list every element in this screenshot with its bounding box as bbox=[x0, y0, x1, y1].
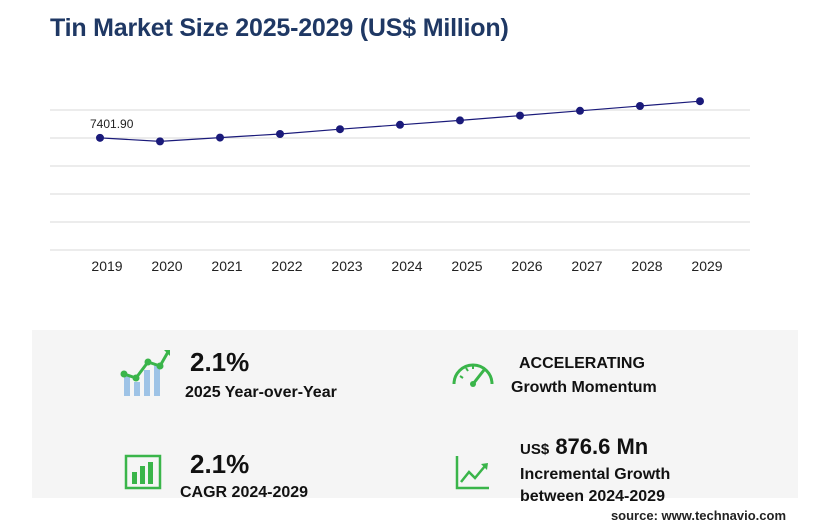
data-point bbox=[336, 125, 344, 134]
x-tick-label: 2019 bbox=[91, 258, 122, 274]
x-tick-label: 2026 bbox=[511, 258, 542, 274]
x-tick-label: 2025 bbox=[451, 258, 482, 274]
incremental-label-line2: between 2024-2029 bbox=[520, 488, 665, 505]
page-title: Tin Market Size 2025-2029 (US$ Million) bbox=[50, 14, 509, 42]
bar-chart-icon bbox=[124, 454, 162, 490]
data-point bbox=[576, 106, 584, 115]
incremental-value-row: US$ 876.6 Mn bbox=[520, 434, 648, 460]
data-point bbox=[96, 133, 104, 142]
x-tick-label: 2027 bbox=[571, 258, 602, 274]
x-tick-label: 2021 bbox=[211, 258, 242, 274]
x-tick-label: 2028 bbox=[631, 258, 662, 274]
incremental-label-line1: Incremental Growth bbox=[520, 466, 671, 483]
market-size-line-chart: 2019 2020 2021 2022 2023 2024 2025 2026 2027 2028… bbox=[50, 97, 750, 274]
incremental-value: 876.6 Mn bbox=[555, 434, 649, 459]
x-tick-label: 2020 bbox=[151, 258, 182, 274]
data-point bbox=[156, 137, 164, 146]
growth-bars-icon bbox=[120, 350, 170, 396]
incremental-currency: US$ bbox=[520, 441, 550, 458]
yoy-label: 2025 Year-over-Year bbox=[185, 384, 337, 401]
data-label: 7401.90 bbox=[90, 117, 134, 131]
data-point bbox=[456, 116, 464, 125]
data-point bbox=[696, 97, 704, 106]
data-point bbox=[636, 102, 644, 110]
cagr-value: 2.1% bbox=[190, 449, 250, 479]
x-tick-label: 2022 bbox=[271, 258, 302, 274]
source-credit: source: www.technavio.com bbox=[610, 508, 786, 523]
data-point bbox=[216, 133, 224, 142]
data-point bbox=[396, 120, 404, 129]
trend-line-icon bbox=[455, 456, 489, 490]
yoy-value: 2.1% bbox=[190, 347, 250, 377]
speedometer-icon bbox=[452, 363, 494, 387]
x-tick-label: 2024 bbox=[391, 258, 422, 274]
x-tick-label: 2029 bbox=[691, 258, 722, 274]
cagr-label: CAGR 2024-2029 bbox=[180, 484, 309, 501]
data-point bbox=[516, 111, 524, 120]
x-tick-label: 2023 bbox=[331, 258, 362, 274]
momentum-title: ACCELERATING bbox=[519, 355, 645, 372]
momentum-label: Growth Momentum bbox=[511, 379, 657, 396]
data-point bbox=[276, 130, 284, 138]
